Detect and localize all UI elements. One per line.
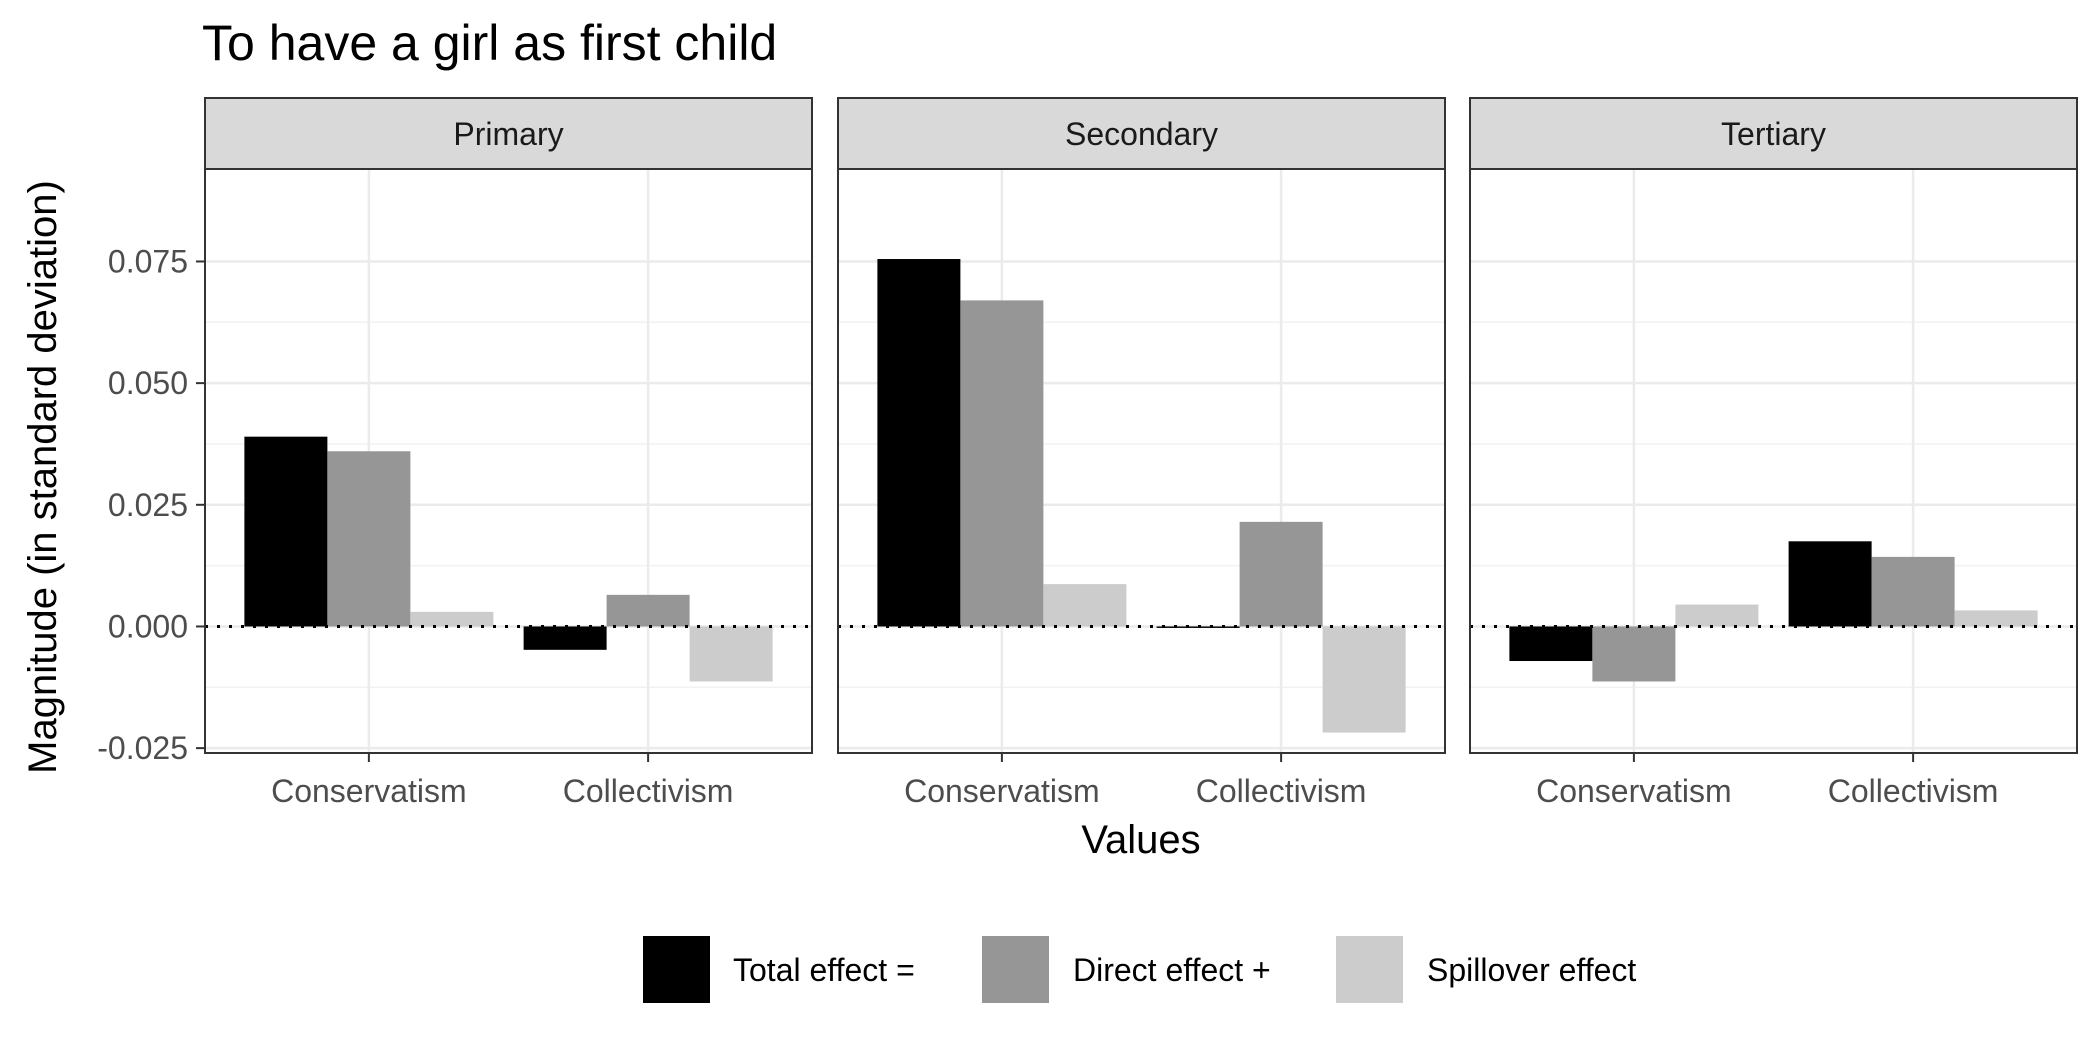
bar-conservatism-series-3 bbox=[1675, 604, 1759, 627]
legend-label-2: Direct effect + bbox=[1073, 952, 1271, 988]
y-tick-label: -0.025 bbox=[97, 730, 188, 766]
bar-conservatism-series-2 bbox=[1592, 626, 1676, 682]
bar-collectivism-series-3 bbox=[1322, 626, 1406, 733]
facet-strip-label: Tertiary bbox=[1721, 116, 1826, 152]
legend-key-3 bbox=[1336, 936, 1403, 1003]
facet-strip-label: Secondary bbox=[1065, 116, 1218, 152]
panel-border bbox=[204, 168, 813, 754]
bar-conservatism-series-1 bbox=[244, 436, 328, 627]
x-tick-label: Collectivism bbox=[1196, 773, 1367, 809]
facet-strip bbox=[1469, 97, 2078, 170]
legend-key-1 bbox=[643, 936, 710, 1003]
legend-key-2 bbox=[982, 936, 1049, 1003]
x-tick-label: Conservatism bbox=[904, 773, 1100, 809]
y-axis: -0.025 0.000 0.025 0.050 0.075 bbox=[97, 243, 205, 766]
bar-conservatism-series-1 bbox=[877, 259, 961, 627]
bar-collectivism-series-2 bbox=[1871, 556, 1955, 627]
legend: Total effect = Direct effect + Spillover e… bbox=[643, 936, 1636, 1003]
facet-panel-secondary: Secondary Conservatism Collectivism bbox=[837, 97, 1446, 809]
facet-strip bbox=[204, 97, 813, 170]
y-tick-label: 0.025 bbox=[108, 487, 188, 523]
bar-collectivism-series-2 bbox=[1239, 521, 1323, 627]
bar-collectivism-series-1 bbox=[523, 626, 607, 650]
facet-strip-label: Primary bbox=[453, 116, 563, 152]
facet-panel-primary: Primary Conservatism Collectivism bbox=[204, 97, 813, 809]
y-tick-label: 0.000 bbox=[108, 608, 188, 644]
panel-border bbox=[1469, 168, 2078, 754]
facet-panel-tertiary: Tertiary Conservatism Collectivism bbox=[1469, 97, 2078, 809]
chart-title: To have a girl as first child bbox=[202, 15, 777, 71]
bar-collectivism-series-2 bbox=[606, 594, 690, 627]
bar-conservatism-series-1 bbox=[1509, 626, 1593, 662]
x-tick-label: Collectivism bbox=[563, 773, 734, 809]
bar-conservatism-series-2 bbox=[960, 300, 1044, 627]
bar-conservatism-series-3 bbox=[1043, 584, 1127, 627]
panel-background bbox=[1470, 169, 2077, 753]
bar-collectivism-series-3 bbox=[1954, 610, 2038, 627]
y-tick-label: 0.050 bbox=[108, 365, 188, 401]
panel-border bbox=[837, 168, 1446, 754]
bar-conservatism-series-2 bbox=[327, 451, 411, 627]
y-tick-label: 0.075 bbox=[108, 243, 188, 279]
legend-label-1: Total effect = bbox=[733, 952, 915, 988]
y-axis-title: Magnitude (in standard deviation) bbox=[21, 180, 65, 774]
bar-conservatism-series-3 bbox=[410, 611, 494, 627]
bar-collectivism-series-1 bbox=[1788, 541, 1872, 627]
legend-label-3: Spillover effect bbox=[1427, 952, 1636, 988]
x-tick-label: Conservatism bbox=[1536, 773, 1732, 809]
facet-strip bbox=[837, 97, 1446, 170]
bar-collectivism-series-3 bbox=[689, 626, 773, 682]
x-tick-label: Collectivism bbox=[1828, 773, 1999, 809]
x-axis-title: Values bbox=[1081, 818, 1200, 862]
x-tick-label: Conservatism bbox=[271, 773, 467, 809]
